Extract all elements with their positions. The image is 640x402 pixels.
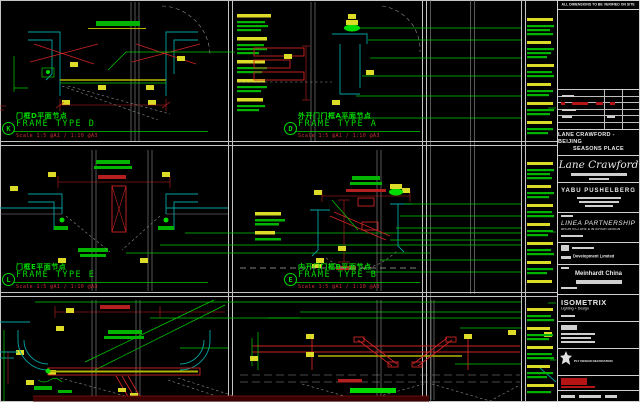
text-bar xyxy=(561,315,575,317)
logo-underline-bar xyxy=(570,172,627,176)
text-bar xyxy=(572,247,594,249)
panel-title-a: D 外开门门框A平面节点 FRAME TYPE A Scale 1:5 @A1 … xyxy=(283,113,503,139)
panel-bottom-middle-drawing xyxy=(240,300,557,402)
architect-name: LINEA PARTNERSHIP xyxy=(561,220,636,227)
revision-text-bar xyxy=(562,116,572,118)
panel-b-drawing xyxy=(240,150,521,291)
architect-tagline: ARCHITECTURE & INTERIOR DESIGN xyxy=(561,228,621,232)
developer-logo xyxy=(561,245,569,251)
designer-name: YABU PUSHELBERG xyxy=(561,188,636,194)
panel-title-zh: 外开门门框A平面节点 xyxy=(298,112,372,120)
panel-bottom-left-drawing xyxy=(0,299,521,401)
text-bar xyxy=(584,205,613,207)
revision-text-bar xyxy=(562,109,576,111)
project-line-2: SEASONS PLACE xyxy=(573,146,624,152)
project-title: LANE CRAWFORD - BEIJING SEASONS PLACE xyxy=(558,130,639,156)
engineer-box: Meinhardt China xyxy=(558,265,639,295)
text-bar xyxy=(579,394,601,398)
detail-ref-circle: K xyxy=(2,122,15,135)
notes-column-right-3 xyxy=(527,308,554,394)
revision-text-bar xyxy=(607,116,615,118)
leader-overflow-ticks xyxy=(548,107,556,361)
contractor-logo-red xyxy=(561,378,587,385)
text-bar xyxy=(561,394,575,398)
designer-box: YABU PUSHELBERG xyxy=(558,183,639,213)
text-bar xyxy=(561,255,571,259)
text-bar xyxy=(561,341,595,343)
revision-text-bar xyxy=(562,95,574,97)
revision-mark xyxy=(610,102,615,105)
lighting-box: ISOMETRIX Lighting + Design xyxy=(558,295,639,322)
panel-title-en: FRAME TYPE B xyxy=(298,270,378,280)
dimension-note: ALL DIMENSIONS TO BE VERIFIED ON SITE xyxy=(561,3,636,7)
panel-title-b: E 内开门门框B平面节点 FRAME TYPE B Scale 1:5 @A1 … xyxy=(283,264,503,290)
project-line-1: LANE CRAWFORD - BEIJING xyxy=(558,132,615,145)
panel-title-en: FRAME TYPE A xyxy=(298,119,378,129)
panel-k-drawing xyxy=(0,2,235,141)
title-block: ALL DIMENSIONS TO BE VERIFIED ON SITE LA… xyxy=(557,0,640,402)
revision-mark xyxy=(561,102,565,105)
lighting-tagline: Lighting + Design xyxy=(561,307,589,311)
panel-title-zh: 门框E平面节点 xyxy=(16,263,67,271)
lighting-name: ISOMETRIX xyxy=(561,298,607,307)
developer-box: Development Limited xyxy=(558,243,639,265)
dimension-note-box: ALL DIMENSIONS TO BE VERIFIED ON SITE xyxy=(558,1,639,10)
contractor-logo xyxy=(560,351,572,365)
text-bar xyxy=(561,235,583,237)
developer-name: Development Limited xyxy=(573,254,615,260)
panel-title-en: FRAME TYPE E xyxy=(16,270,96,280)
issue-box xyxy=(558,10,639,90)
revision-table xyxy=(558,90,639,130)
detail-ref-circle: D xyxy=(284,122,297,135)
text-bar xyxy=(561,215,573,217)
consultant-box xyxy=(558,322,639,349)
panel-title-zh: 门框D平面节点 xyxy=(16,112,68,120)
revision-col-divider xyxy=(604,90,606,129)
client-logo: Lane Crawford xyxy=(558,158,639,171)
text-bar xyxy=(605,394,617,398)
revision-col-divider xyxy=(621,90,623,129)
text-bar xyxy=(588,177,609,180)
text-bar xyxy=(561,333,595,335)
contractor-logo-red-bar xyxy=(561,386,595,388)
notes-column-right-2 xyxy=(527,162,554,283)
bottom-red-strip xyxy=(33,395,429,402)
detail-ref-circle: E xyxy=(284,273,297,286)
panel-scale-note: Scale 1:5 @A1 / 1:10 @A3 xyxy=(16,132,98,139)
client-logo-box: Lane Crawford xyxy=(558,156,639,183)
panel-title-en: FRAME TYPE D xyxy=(16,119,96,129)
panel-scale-note: Scale 1:5 @A1 / 1:10 @A3 xyxy=(298,132,380,139)
panel-e-drawing xyxy=(0,150,521,291)
panel-scale-note: Scale 1:5 @A1 / 1:10 @A3 xyxy=(16,283,98,290)
revision-mark xyxy=(572,102,588,105)
consultant-logo xyxy=(561,325,577,330)
panel-title-k: K 门框D平面节点 FRAME TYPE D Scale 1:5 @A1 / 1… xyxy=(1,113,221,139)
notes-column-1 xyxy=(237,14,271,112)
panel-scale-note: Scale 1:5 @A1 / 1:10 @A3 xyxy=(298,283,380,290)
contractor-stamp-box: PLY DESIGN DECORATION & ENGINEERING CO.,… xyxy=(558,349,639,376)
text-bar xyxy=(561,337,591,339)
detail-ref-circle: L xyxy=(2,273,15,286)
notes-column-right-1 xyxy=(527,18,554,135)
panel-title-underlines xyxy=(13,131,420,283)
panel-title-e: L 门框E平面节点 FRAME TYPE E Scale 1:5 @A1 / 1… xyxy=(1,264,221,290)
text-bar xyxy=(578,201,619,203)
text-bar xyxy=(576,197,621,199)
contractor-line-1: PLY DESIGN DECORATION xyxy=(574,360,613,363)
panel-title-zh: 内开门门框B平面节点 xyxy=(298,263,372,271)
engineer-name: Meinhardt China xyxy=(574,271,622,277)
sheet-footer-box xyxy=(558,391,639,401)
revision-mark xyxy=(596,102,603,105)
text-bar xyxy=(561,287,577,289)
panel-a-drawing xyxy=(240,2,521,141)
contractor-logo-box xyxy=(558,376,639,391)
architect-box: LINEA PARTNERSHIP ARCHITECTURE & INTERIO… xyxy=(558,213,639,243)
text-bar xyxy=(575,280,622,284)
text-bar xyxy=(561,267,569,269)
